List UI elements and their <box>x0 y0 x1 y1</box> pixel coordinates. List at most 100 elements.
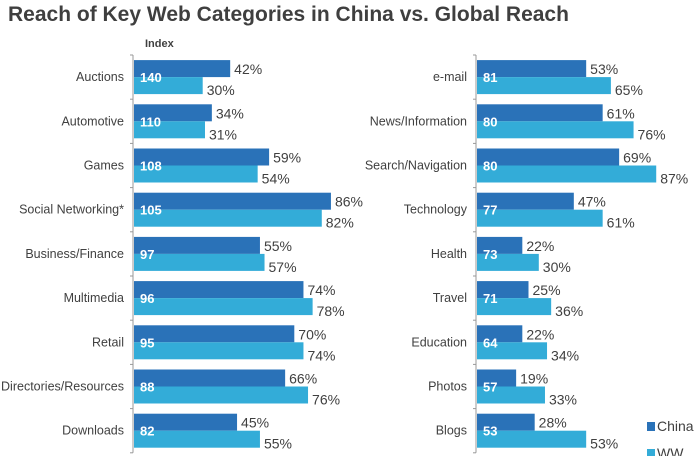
category-label: Multimedia <box>64 291 124 305</box>
bar-china <box>134 369 286 387</box>
legend-label: WW <box>657 445 684 456</box>
category-label: e-mail <box>433 70 467 84</box>
index-label: 80 <box>483 159 497 174</box>
bar-ww <box>134 121 205 139</box>
data-label: 55% <box>264 238 292 254</box>
bar-ww <box>134 430 260 448</box>
bar-china <box>477 192 574 210</box>
data-label: 65% <box>615 82 643 98</box>
data-label: 28% <box>539 415 567 431</box>
data-label: 42% <box>234 61 262 77</box>
bar-ww <box>477 77 611 95</box>
data-label: 57% <box>269 259 297 275</box>
index-label: 96 <box>140 291 154 306</box>
bar-ww <box>134 386 309 404</box>
bar-china <box>477 148 620 166</box>
index-label: 82 <box>140 424 154 439</box>
bar-ww <box>477 253 539 271</box>
data-label: 53% <box>590 436 618 452</box>
bar-ww <box>134 342 304 360</box>
index-label: 110 <box>140 114 161 129</box>
data-label: 53% <box>590 61 618 77</box>
data-label: 66% <box>289 371 317 387</box>
data-label: 82% <box>326 215 354 231</box>
index-label: 53 <box>483 424 497 439</box>
bar-ww <box>134 165 258 183</box>
index-header: Index <box>145 38 175 50</box>
bar-china <box>477 413 535 431</box>
data-label: 34% <box>216 105 244 121</box>
bar-ww <box>477 165 657 183</box>
bar-china <box>134 148 270 166</box>
data-label: 55% <box>264 436 292 452</box>
data-label: 69% <box>623 150 651 166</box>
data-label: 74% <box>307 347 335 363</box>
data-label: 19% <box>520 371 548 387</box>
index-label: 88 <box>140 380 154 395</box>
category-label: Directories/Resources <box>1 380 124 394</box>
bar-ww <box>477 430 587 448</box>
data-label: 33% <box>549 392 577 408</box>
legend-swatch-china <box>647 422 655 431</box>
bar-china <box>477 60 587 78</box>
data-label: 31% <box>209 126 237 142</box>
bar-china <box>134 413 238 431</box>
data-label: 86% <box>335 194 363 210</box>
index-label: 140 <box>140 70 162 85</box>
category-label: Games <box>84 159 124 173</box>
bar-ww <box>477 209 603 227</box>
bar-china <box>134 236 260 254</box>
index-label: 64 <box>483 335 498 350</box>
category-label: Downloads <box>62 424 124 438</box>
category-label: News/Information <box>370 114 467 128</box>
data-label: 61% <box>607 105 635 121</box>
category-label: Photos <box>428 380 467 394</box>
bar-china <box>477 281 529 299</box>
category-label: Automotive <box>61 114 124 128</box>
data-label: 45% <box>241 415 269 431</box>
bar-china <box>134 192 331 210</box>
index-label: 97 <box>140 247 154 262</box>
data-label: 61% <box>607 215 635 231</box>
bar-ww <box>477 298 552 316</box>
bar-china <box>477 236 523 254</box>
data-label: 25% <box>533 282 561 298</box>
bar-china <box>134 281 304 299</box>
index-label: 95 <box>140 335 154 350</box>
bar-ww <box>477 386 545 404</box>
data-label: 87% <box>660 171 688 187</box>
category-label: Education <box>411 335 467 349</box>
category-label: Blogs <box>436 424 467 438</box>
data-label: 36% <box>555 303 583 319</box>
data-label: 78% <box>317 303 345 319</box>
bar-ww <box>477 342 548 360</box>
category-label: Retail <box>92 335 124 349</box>
index-label: 57 <box>483 380 497 395</box>
bar-china <box>477 104 603 122</box>
data-label: 22% <box>526 326 554 342</box>
category-label: Search/Navigation <box>365 159 467 173</box>
category-label: Business/Finance <box>25 247 124 261</box>
data-label: 30% <box>543 259 571 275</box>
index-label: 80 <box>483 114 497 129</box>
bar-ww <box>477 121 634 139</box>
bar-ww <box>134 253 265 271</box>
data-label: 76% <box>638 126 666 142</box>
data-label: 47% <box>578 194 606 210</box>
bar-ww <box>134 209 322 227</box>
data-label: 70% <box>298 326 326 342</box>
index-label: 108 <box>140 159 162 174</box>
bar-china <box>134 60 231 78</box>
category-label: Auctions <box>76 70 124 84</box>
category-label: Technology <box>404 203 468 217</box>
chart-title: Reach of Key Web Categories in China vs.… <box>8 3 569 26</box>
index-label: 81 <box>483 70 497 85</box>
data-label: 59% <box>273 150 301 166</box>
category-label: Health <box>431 247 467 261</box>
bar-ww <box>134 77 203 95</box>
legend-label: China <box>657 418 694 434</box>
bar-china <box>477 325 523 343</box>
index-label: 71 <box>483 291 497 306</box>
